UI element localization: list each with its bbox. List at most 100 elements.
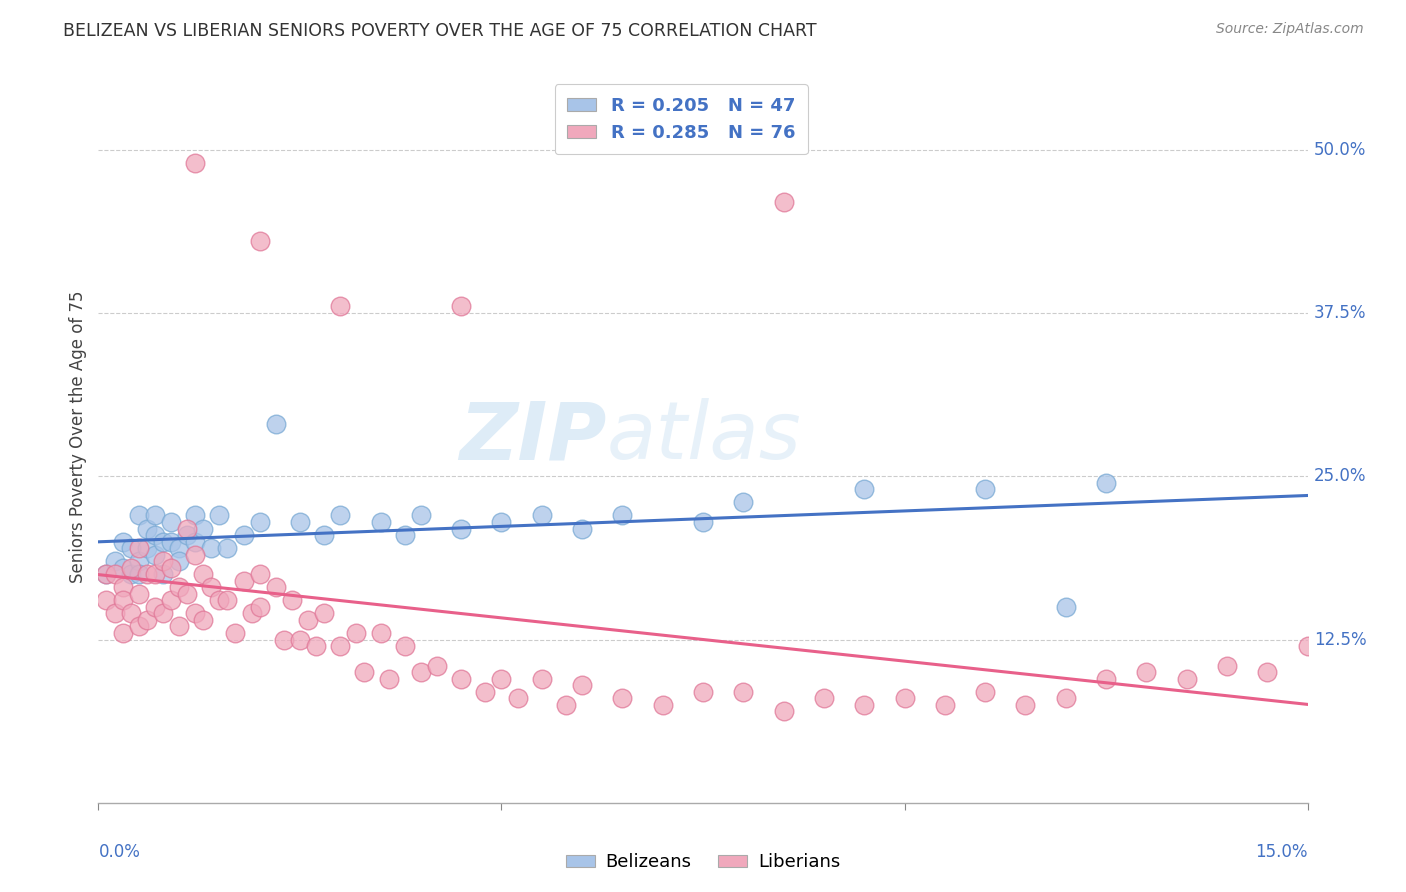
Point <box>135 567 157 582</box>
Point <box>193 521 215 535</box>
Point <box>96 567 118 582</box>
Point <box>264 580 287 594</box>
Point <box>426 658 449 673</box>
Point <box>184 534 207 549</box>
Point <box>249 599 271 614</box>
Point <box>249 234 271 248</box>
Point <box>934 698 956 712</box>
Point <box>120 567 142 582</box>
Point <box>288 632 311 647</box>
Point <box>273 632 295 647</box>
Point <box>193 613 215 627</box>
Point <box>200 580 222 594</box>
Point <box>176 521 198 535</box>
Point <box>377 672 399 686</box>
Point <box>1054 691 1077 706</box>
Point <box>1296 639 1319 653</box>
Text: BELIZEAN VS LIBERIAN SENIORS POVERTY OVER THE AGE OF 75 CORRELATION CHART: BELIZEAN VS LIBERIAN SENIORS POVERTY OVE… <box>63 22 817 40</box>
Point <box>184 607 207 621</box>
Point <box>692 515 714 529</box>
Point <box>450 300 472 314</box>
Point <box>1175 672 1198 686</box>
Point <box>297 613 319 627</box>
Point <box>474 685 496 699</box>
Point <box>612 691 634 706</box>
Point <box>135 613 157 627</box>
Point <box>232 574 254 588</box>
Point <box>1135 665 1157 680</box>
Point <box>394 528 416 542</box>
Point <box>143 599 166 614</box>
Point <box>240 607 263 621</box>
Point <box>120 541 142 555</box>
Point <box>853 698 876 712</box>
Point <box>344 626 367 640</box>
Point <box>450 672 472 686</box>
Point <box>167 541 190 555</box>
Point <box>200 541 222 555</box>
Point <box>167 554 190 568</box>
Point <box>111 626 134 640</box>
Point <box>974 685 997 699</box>
Point <box>1095 475 1118 490</box>
Point <box>692 685 714 699</box>
Point <box>571 678 593 692</box>
Point <box>160 593 183 607</box>
Point <box>152 554 174 568</box>
Text: atlas: atlas <box>606 398 801 476</box>
Point <box>329 300 352 314</box>
Point <box>128 554 150 568</box>
Point <box>111 534 134 549</box>
Point <box>491 672 513 686</box>
Point <box>217 593 239 607</box>
Point <box>111 593 134 607</box>
Point <box>249 567 271 582</box>
Text: 37.5%: 37.5% <box>1313 304 1367 322</box>
Point <box>305 639 328 653</box>
Point <box>506 691 529 706</box>
Point <box>853 483 876 497</box>
Point <box>103 607 125 621</box>
Point <box>772 194 794 209</box>
Legend: R = 0.205   N = 47, R = 0.285   N = 76: R = 0.205 N = 47, R = 0.285 N = 76 <box>555 84 808 154</box>
Point <box>288 515 311 529</box>
Point <box>160 515 183 529</box>
Point <box>143 567 166 582</box>
Point <box>571 521 593 535</box>
Point <box>184 156 207 170</box>
Point <box>651 698 673 712</box>
Text: 25.0%: 25.0% <box>1313 467 1367 485</box>
Point <box>143 508 166 523</box>
Point <box>184 548 207 562</box>
Point <box>103 554 125 568</box>
Point <box>281 593 304 607</box>
Point <box>135 541 157 555</box>
Point <box>111 580 134 594</box>
Legend: Belizeans, Liberians: Belizeans, Liberians <box>558 847 848 879</box>
Point <box>167 619 190 633</box>
Text: 15.0%: 15.0% <box>1256 843 1308 861</box>
Point <box>176 587 198 601</box>
Point <box>217 541 239 555</box>
Point <box>208 593 231 607</box>
Point <box>249 515 271 529</box>
Point <box>120 560 142 574</box>
Point <box>96 593 118 607</box>
Point <box>530 672 553 686</box>
Point <box>152 567 174 582</box>
Point <box>111 560 134 574</box>
Point <box>167 580 190 594</box>
Point <box>1054 599 1077 614</box>
Point <box>152 607 174 621</box>
Point <box>1216 658 1239 673</box>
Point <box>813 691 835 706</box>
Point <box>232 528 254 542</box>
Point <box>160 560 183 574</box>
Point <box>224 626 246 640</box>
Point <box>370 626 392 640</box>
Point <box>893 691 915 706</box>
Point <box>193 567 215 582</box>
Point <box>128 567 150 582</box>
Point <box>353 665 375 680</box>
Point <box>409 665 432 680</box>
